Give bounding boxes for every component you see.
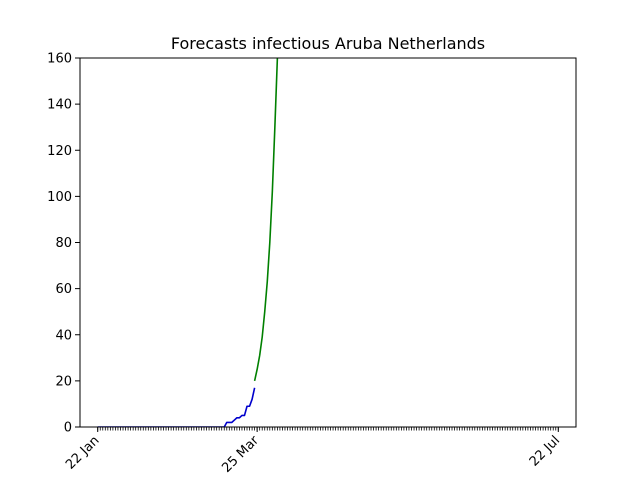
- y-tick-label: 100: [47, 190, 72, 205]
- y-tick-label: 160: [47, 52, 72, 67]
- y-tick-label: 140: [47, 98, 72, 113]
- x-tick-label: 22 Jul: [527, 433, 563, 469]
- y-tick-label: 20: [55, 374, 72, 389]
- chart-title: Forecasts infectious Aruba Netherlands: [171, 34, 485, 53]
- x-tick-label: 22 Jan: [63, 433, 102, 472]
- x-tick-label: 25 Mar: [219, 433, 262, 476]
- observed-series-line: [97, 387, 256, 427]
- y-tick-label: 120: [47, 144, 72, 159]
- y-tick-label: 40: [55, 328, 72, 343]
- plot-frame: [79, 57, 577, 428]
- y-tick-label: 0: [64, 421, 72, 436]
- y-tick-label: 60: [55, 282, 72, 297]
- y-tick-label: 80: [55, 236, 72, 251]
- forecast-series-line: [253, 58, 279, 382]
